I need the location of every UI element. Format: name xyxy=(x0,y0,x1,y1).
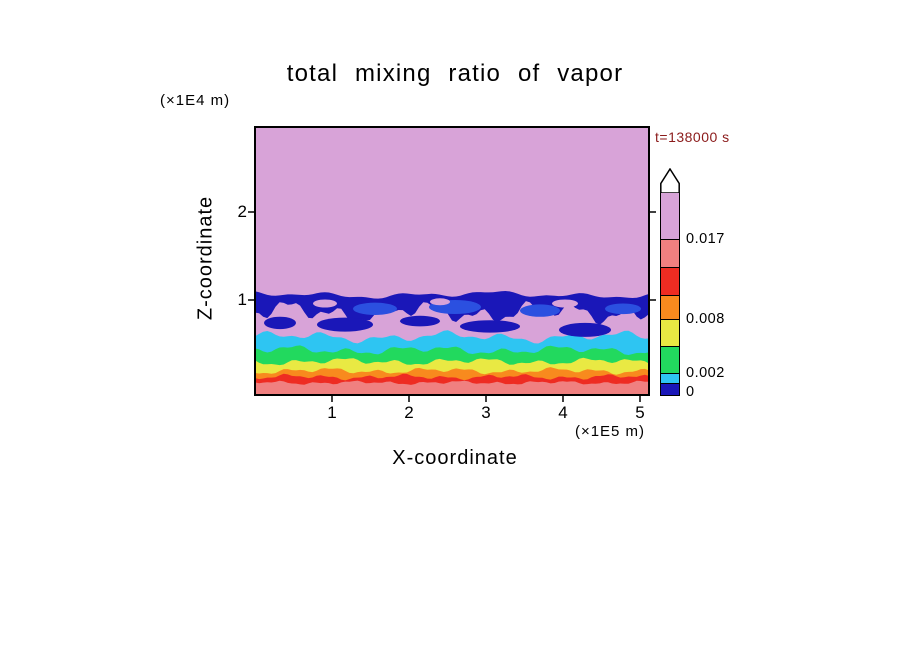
colorbar-segment xyxy=(661,347,679,374)
colorbar-segment xyxy=(661,193,679,240)
colorbar-labels: 0.017 0.008 0.002 0 xyxy=(686,0,766,654)
contour-field xyxy=(255,127,649,395)
x-tick-label: 3 xyxy=(481,403,491,422)
x-tick-label: 2 xyxy=(404,403,414,422)
colorbar-segment xyxy=(661,384,679,395)
colorbar-scale xyxy=(660,193,680,396)
colorbar-segment xyxy=(661,240,679,268)
colorbar-tick-label: 0.002 xyxy=(686,365,725,381)
x-axis-title: X-coordinate xyxy=(392,447,518,469)
z-axis-title: Z-coordinate xyxy=(194,195,217,321)
x-tick-label: 4 xyxy=(558,403,568,422)
colorbar-segment xyxy=(661,296,679,320)
colorbar-segment xyxy=(661,320,679,347)
colorbar-tick-label: 0.017 xyxy=(686,231,725,247)
z-tick-label: 2 xyxy=(237,202,247,221)
colorbar-tick-label: 0.008 xyxy=(686,311,725,327)
colorbar-segment xyxy=(661,374,679,384)
colorbar-segment xyxy=(661,268,679,296)
colorbar-overflow-arrow-icon xyxy=(660,168,680,193)
x-tick-label: 5 xyxy=(635,403,645,422)
colorbar-tick-label: 0 xyxy=(686,384,695,400)
colorbar xyxy=(660,168,680,396)
x-tick-label: 1 xyxy=(327,403,337,422)
time-annotation: t=138000 s xyxy=(655,129,730,145)
z-tick-label: 1 xyxy=(237,290,247,309)
chart-title: total mixing ratio of vapor xyxy=(286,60,624,87)
x-axis-unit-label: (×1E5 m) xyxy=(574,423,646,440)
z-axis-unit-label: (×1E4 m) xyxy=(160,92,231,109)
